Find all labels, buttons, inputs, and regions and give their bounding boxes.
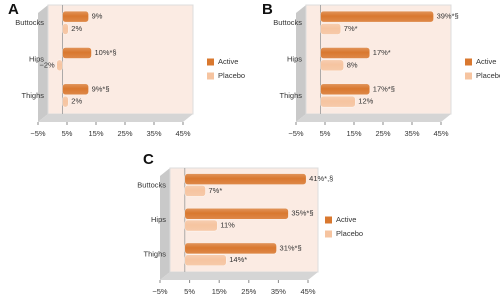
value-label: 12%: [358, 97, 373, 106]
legend-swatch: [325, 216, 332, 224]
legend-label: Active: [336, 215, 356, 224]
value-label: 41%*,§: [309, 174, 333, 183]
bar: [56, 59, 63, 72]
value-label: 35%*§: [291, 209, 313, 218]
side-wall: [296, 5, 306, 122]
panel-label: A: [8, 1, 19, 18]
value-label: 14%*: [229, 255, 247, 264]
legend-label: Active: [476, 57, 496, 66]
value-label: 11%: [220, 221, 235, 230]
legend-swatch: [465, 58, 472, 66]
value-label: 39%*§: [437, 12, 459, 21]
value-label: 2%: [71, 24, 82, 33]
legend-label: Placebo: [218, 71, 245, 80]
legend-swatch: [465, 72, 472, 80]
bar: [184, 242, 277, 255]
legend-swatch: [325, 230, 332, 238]
category-label: Buttocks: [137, 180, 166, 189]
category-label: Buttocks: [273, 18, 302, 27]
bar: [184, 254, 227, 266]
bar: [320, 59, 344, 72]
panel-label: C: [143, 151, 154, 168]
x-tick-label: −5%: [30, 129, 46, 138]
bar: [320, 23, 341, 35]
x-tick-label: 5%: [62, 129, 73, 138]
value-label: 9%: [92, 12, 103, 21]
x-tick-label: 15%: [88, 129, 103, 138]
x-tick-label: 25%: [117, 129, 132, 138]
category-label: Thighs: [143, 250, 166, 259]
bar: [320, 47, 370, 59]
bar: [184, 173, 307, 185]
bar: [320, 10, 434, 23]
bar: [62, 23, 69, 35]
x-tick-label: −5%: [288, 129, 304, 138]
category-label: Thighs: [21, 91, 44, 100]
x-tick-label: 45%: [300, 287, 315, 296]
category-label: Hips: [287, 54, 302, 63]
category-label: Thighs: [279, 91, 302, 100]
category-label: Buttocks: [15, 18, 44, 27]
value-label: 31%*§: [280, 243, 302, 252]
floor: [296, 114, 451, 122]
bar: [62, 95, 69, 108]
legend-label: Active: [218, 57, 238, 66]
plot-background: [305, 4, 452, 115]
x-tick-label: 25%: [241, 287, 256, 296]
value-label: 17%*§: [373, 84, 395, 93]
legend-swatch: [207, 72, 214, 80]
x-tick-label: −5%: [152, 287, 168, 296]
bar: [320, 95, 356, 108]
x-tick-label: 15%: [346, 129, 361, 138]
value-label: 9%*§: [92, 84, 110, 93]
x-tick-label: 5%: [184, 287, 195, 296]
bar: [62, 10, 89, 23]
side-wall: [38, 5, 48, 122]
bar: [62, 47, 92, 59]
x-tick-label: 45%: [175, 129, 190, 138]
bar: [184, 185, 206, 197]
side-wall: [160, 168, 170, 280]
x-tick-label: 25%: [375, 129, 390, 138]
panel-label: B: [262, 1, 273, 18]
value-label: 7%*: [209, 186, 223, 195]
value-label: 7%*: [344, 24, 358, 33]
plot-background: [47, 4, 194, 115]
value-label: 2%: [71, 97, 82, 106]
value-label: −2%: [39, 60, 55, 69]
x-tick-label: 45%: [433, 129, 448, 138]
bar: [184, 219, 218, 232]
bar: [184, 208, 289, 220]
value-label: 17%*: [373, 48, 391, 57]
x-tick-label: 35%: [146, 129, 161, 138]
bar: [62, 83, 89, 95]
category-label: Hips: [151, 215, 166, 224]
x-tick-label: 15%: [212, 287, 227, 296]
x-tick-label: 35%: [271, 287, 286, 296]
legend-label: Placebo: [336, 229, 363, 238]
legend-swatch: [207, 58, 214, 66]
category-label: Hips: [29, 54, 44, 63]
value-label: 10%*§: [95, 48, 117, 57]
bar: [320, 83, 370, 95]
x-tick-label: 5%: [320, 129, 331, 138]
floor: [38, 114, 193, 122]
floor: [160, 272, 318, 280]
value-label: 8%: [347, 60, 358, 69]
legend-label: Placebo: [476, 71, 500, 80]
x-tick-label: 35%: [404, 129, 419, 138]
